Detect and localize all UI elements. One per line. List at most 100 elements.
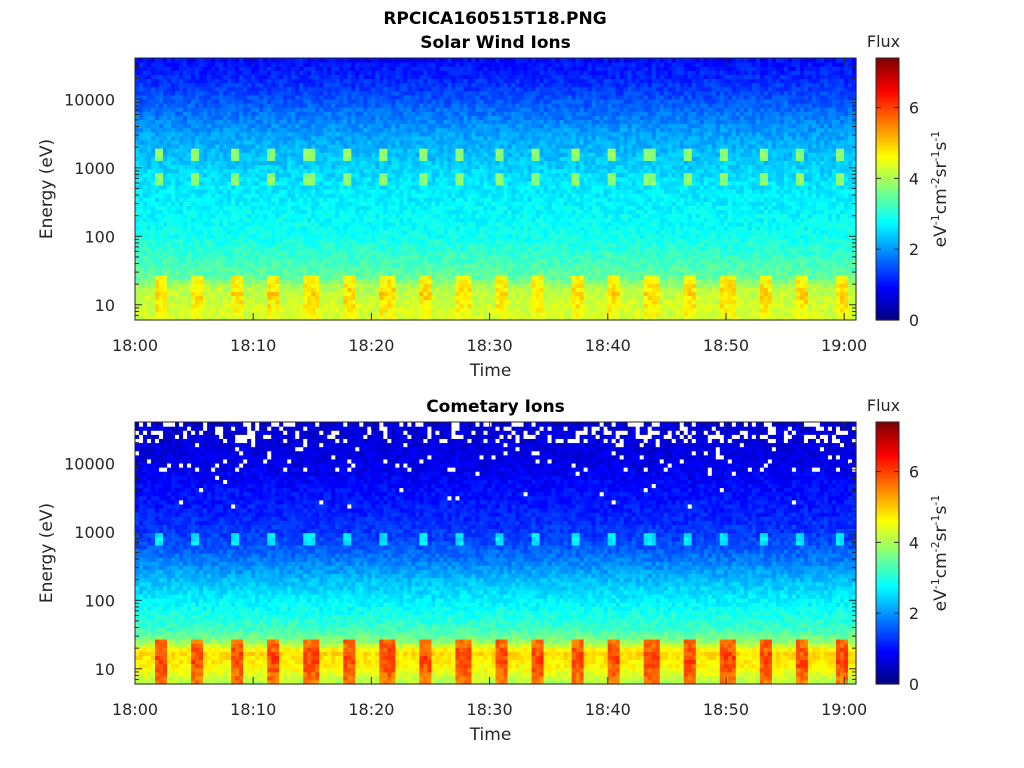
- heatmap-cell: [467, 312, 472, 317]
- heatmap-cell: [399, 226, 404, 231]
- heatmap-cell: [323, 283, 328, 288]
- heatmap-cell: [359, 222, 364, 227]
- heatmap-cell: [411, 218, 416, 223]
- heatmap-cell: [391, 271, 396, 276]
- heatmap-cell: [403, 308, 408, 313]
- heatmap-cell: [580, 291, 585, 296]
- heatmap-cell: [820, 287, 825, 292]
- heatmap-cell: [644, 295, 649, 300]
- heatmap-cell: [423, 259, 428, 264]
- heatmap-cell: [776, 283, 781, 288]
- heatmap-cell: [135, 279, 140, 284]
- heatmap-cell: [652, 287, 657, 292]
- heatmap-cell: [151, 308, 156, 313]
- heatmap-cell: [215, 238, 220, 243]
- heatmap-cell: [720, 209, 725, 214]
- heatmap-cell: [796, 255, 801, 260]
- heatmap-cell: [656, 304, 661, 309]
- heatmap-cell: [640, 246, 645, 251]
- heatmap-cell: [139, 279, 144, 284]
- heatmap-cell: [335, 259, 340, 264]
- heatmap-cell: [832, 242, 837, 247]
- heatmap-cell: [459, 255, 464, 260]
- heatmap-cell: [431, 234, 436, 239]
- heatmap-cell: [163, 267, 168, 272]
- heatmap-cell: [820, 214, 825, 219]
- heatmap-cell: [516, 291, 521, 296]
- heatmap-cell: [820, 304, 825, 309]
- heatmap-cell: [688, 267, 693, 272]
- heatmap-cell: [704, 283, 709, 288]
- heatmap-cell: [215, 205, 220, 210]
- heatmap-cell: [568, 267, 573, 272]
- heatmap-cell: [287, 275, 292, 280]
- heatmap-cell: [203, 271, 208, 276]
- heatmap-cell: [367, 250, 372, 255]
- heatmap-cell: [479, 259, 484, 264]
- heatmap-cell: [616, 291, 621, 296]
- heatmap-cell: [636, 222, 641, 227]
- heatmap-cell: [247, 295, 252, 300]
- heatmap-cell: [319, 267, 324, 272]
- heatmap-cell: [411, 222, 416, 227]
- heatmap-cell: [283, 259, 288, 264]
- heatmap-cell: [568, 300, 573, 305]
- heatmap-cell: [820, 291, 825, 296]
- heatmap-cell: [716, 291, 721, 296]
- heatmap-cell: [251, 271, 256, 276]
- heatmap-cell: [528, 295, 533, 300]
- heatmap-cell: [688, 275, 693, 280]
- heatmap-cell: [435, 246, 440, 251]
- heatmap-cell: [467, 205, 472, 210]
- heatmap-cell: [427, 279, 432, 284]
- heatmap-cell: [415, 242, 420, 247]
- heatmap-cell: [367, 263, 372, 268]
- heatmap-cell: [407, 308, 412, 313]
- heatmap-cell: [343, 300, 348, 305]
- heatmap-cell: [263, 295, 268, 300]
- heatmap-cell: [279, 287, 284, 292]
- heatmap-cell: [451, 255, 456, 260]
- heatmap-cell: [744, 242, 749, 247]
- heatmap-cell: [756, 283, 761, 288]
- heatmap-cell: [508, 271, 513, 276]
- heatmap-cell: [407, 287, 412, 292]
- heatmap-cell: [167, 312, 172, 317]
- heatmap-cell: [500, 209, 505, 214]
- heatmap-cell: [724, 222, 729, 227]
- heatmap-cell: [728, 250, 733, 255]
- heatmap-cell: [672, 234, 677, 239]
- heatmap-cell: [455, 230, 460, 235]
- heatmap-cell: [640, 287, 645, 292]
- heatmap-cell: [395, 279, 400, 284]
- heatmap-cell: [291, 234, 296, 239]
- heatmap-cell: [187, 283, 192, 288]
- heatmap-cell: [624, 287, 629, 292]
- heatmap-cell: [832, 222, 837, 227]
- heatmap-cell: [692, 271, 697, 276]
- heatmap-cell: [780, 222, 785, 227]
- heatmap-cell: [516, 205, 521, 210]
- heatmap-cell: [784, 246, 789, 251]
- heatmap-cell: [648, 226, 653, 231]
- heatmap-cell: [620, 259, 625, 264]
- heatmap-cell: [500, 295, 505, 300]
- heatmap-cell: [175, 255, 180, 260]
- heatmap-cell: [840, 279, 845, 284]
- heatmap-cell: [251, 295, 256, 300]
- heatmap-cell: [231, 255, 236, 260]
- heatmap-cell: [668, 230, 673, 235]
- heatmap-cell: [487, 287, 492, 292]
- heatmap-cell: [596, 226, 601, 231]
- heatmap-cell: [303, 312, 308, 317]
- heatmap-cell: [451, 267, 456, 272]
- heatmap-cell: [231, 209, 236, 214]
- heatmap-cell: [159, 255, 164, 260]
- heatmap-cell: [812, 242, 817, 247]
- heatmap-cell: [788, 312, 793, 317]
- heatmap-cell: [335, 214, 340, 219]
- heatmap-cell: [227, 304, 232, 309]
- heatmap-cell: [656, 209, 661, 214]
- heatmap-cell: [395, 308, 400, 313]
- heatmap-cell: [435, 255, 440, 260]
